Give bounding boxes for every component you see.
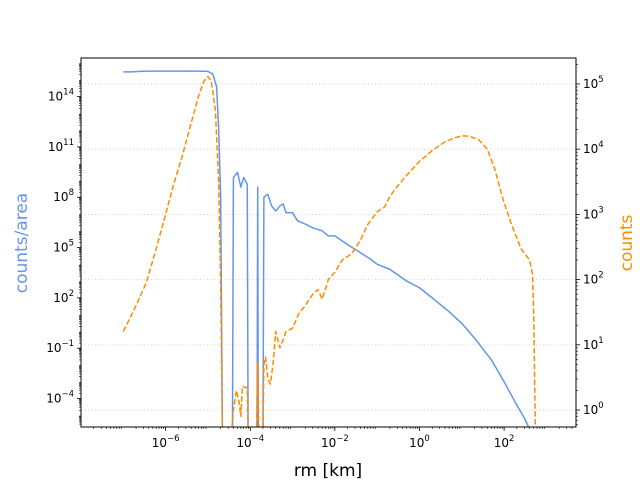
y-right-tick-label: 100 (583, 401, 604, 417)
x-axis-ticks: 10−6 10−4 10−2 100 102 (93, 427, 573, 450)
y-right-tick-label: 102 (583, 271, 604, 287)
x-tick-label: 100 (409, 434, 430, 450)
y-right-axis-ticks: 100 101 102 103 104 105 (576, 64, 604, 425)
y-left-axis-ticks: 10−4 10−1 102 105 108 1011 1014 (46, 63, 81, 425)
series-group (122, 70, 537, 427)
x-tick-label: 10−2 (321, 434, 349, 450)
y-right-tick-label: 105 (583, 75, 604, 91)
series-line-left (123, 70, 530, 427)
x-tick-label: 10−6 (152, 434, 180, 450)
grid-lines (81, 83, 576, 411)
y-left-tick-label: 105 (53, 239, 74, 255)
y-left-tick-label: 1014 (48, 88, 74, 104)
y-right-tick-label: 101 (583, 336, 604, 352)
y-left-tick-label: 1011 (48, 138, 74, 154)
y-right-tick-label: 104 (583, 140, 604, 156)
x-tick-label: 10−4 (236, 434, 264, 450)
y-right-axis-label: counts (617, 214, 637, 271)
y-left-axis-label: counts/area (12, 193, 32, 293)
y-left-tick-label: 10−4 (46, 390, 74, 406)
y-left-tick-label: 108 (53, 188, 74, 204)
x-tick-label: 102 (494, 434, 515, 450)
series-line-right (122, 75, 537, 427)
y-right-tick-label: 103 (583, 205, 604, 221)
y-left-tick-label: 10−1 (46, 339, 74, 355)
x-axis-label: rm [km] (294, 461, 362, 480)
y-left-tick-label: 102 (53, 289, 74, 305)
plot-frame (80, 57, 577, 428)
